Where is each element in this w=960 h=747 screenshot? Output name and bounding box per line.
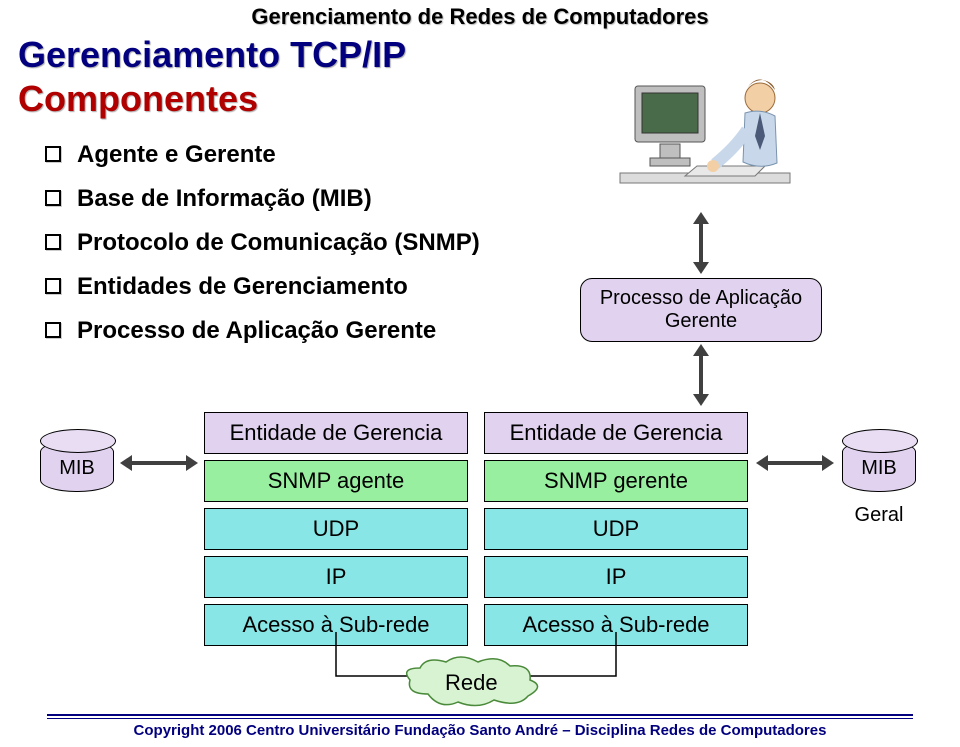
- network-cloud-label: Rede: [445, 670, 498, 696]
- footer-text: Copyright 2006 Centro Universitário Fund…: [0, 722, 960, 739]
- footer-rule: [47, 718, 913, 719]
- network-link-lines: [0, 0, 960, 747]
- footer-rule: [47, 714, 913, 716]
